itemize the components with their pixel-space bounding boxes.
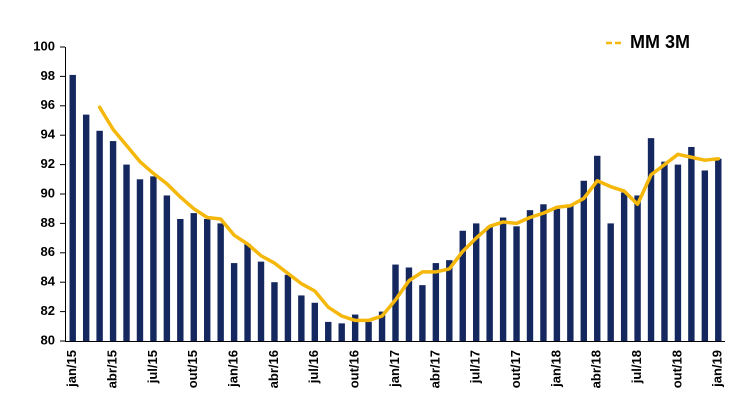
bar [150, 176, 157, 341]
x-tick-label: jul/16 [306, 350, 321, 384]
bar [472, 223, 480, 341]
bar [620, 192, 628, 341]
x-tick-label: jul/17 [468, 350, 483, 384]
x-tick-label: jan/15 [64, 350, 79, 388]
bar [365, 321, 372, 341]
x-tick-label: abr/15 [105, 350, 120, 388]
bar [109, 141, 117, 341]
y-tick-label: 86 [41, 244, 55, 259]
bar [499, 217, 507, 341]
bar [432, 263, 440, 341]
bar [204, 218, 211, 341]
x-tick-label: abr/16 [266, 350, 281, 388]
x-tick-label: abr/18 [589, 350, 604, 388]
bar [392, 264, 399, 341]
x-tick-label: out/15 [185, 350, 200, 388]
bar [446, 260, 453, 341]
x-tick-label: abr/17 [427, 350, 442, 388]
bar [69, 74, 76, 342]
bar [271, 282, 278, 341]
bar [123, 164, 130, 341]
x-tick-label: out/16 [347, 350, 362, 388]
x-tick-label: jul/15 [145, 350, 160, 384]
bar [419, 285, 426, 341]
bar [580, 180, 587, 341]
bar [701, 170, 709, 341]
bar [540, 204, 547, 341]
y-tick-label: 98 [41, 68, 55, 83]
bar [230, 263, 238, 341]
bar [351, 314, 359, 341]
bar [82, 114, 90, 342]
x-tick-label: jan/17 [387, 350, 402, 388]
line [97, 105, 721, 323]
bar [715, 158, 722, 341]
x-tick-label: jan/16 [226, 350, 241, 388]
bar [567, 205, 574, 341]
bar [674, 164, 682, 341]
y-tick-label: 92 [41, 156, 55, 171]
bar [688, 146, 695, 341]
bar [647, 138, 655, 341]
bar [661, 161, 668, 341]
y-tick-label: 96 [41, 97, 55, 112]
y-tick-label: 82 [41, 303, 55, 318]
bar [607, 223, 614, 341]
bar [553, 208, 561, 341]
y-tick-label: 94 [41, 127, 56, 142]
bar [378, 311, 386, 341]
bar [177, 218, 184, 341]
y-tick-label: 90 [41, 185, 55, 200]
bar [136, 179, 144, 341]
bar [190, 213, 197, 341]
y-tick-label: 80 [41, 332, 55, 347]
bar [244, 243, 251, 341]
bar [217, 223, 224, 341]
bar [513, 226, 520, 341]
x-tick-label: jan/19 [710, 350, 725, 388]
y-tick-label: 84 [41, 274, 56, 289]
bar [526, 210, 534, 341]
legend-label: MM 3M [630, 32, 690, 52]
bar [298, 295, 305, 341]
x-tick-label: out/18 [669, 350, 684, 388]
bar [325, 321, 332, 341]
y-tick-label: 88 [41, 215, 55, 230]
bar [163, 195, 171, 341]
bar [594, 155, 601, 341]
bar [284, 274, 292, 341]
bar [459, 230, 466, 341]
bar [338, 323, 345, 341]
bar [405, 267, 413, 341]
bar [311, 302, 319, 341]
x-tick-label: out/17 [508, 350, 523, 388]
y-tick-label: 100 [33, 38, 55, 53]
bar [96, 130, 103, 341]
x-tick-label: jan/18 [548, 350, 563, 388]
bar [634, 195, 641, 341]
bar [257, 261, 265, 341]
x-tick-label: jul/18 [629, 350, 644, 384]
bar [486, 226, 493, 341]
